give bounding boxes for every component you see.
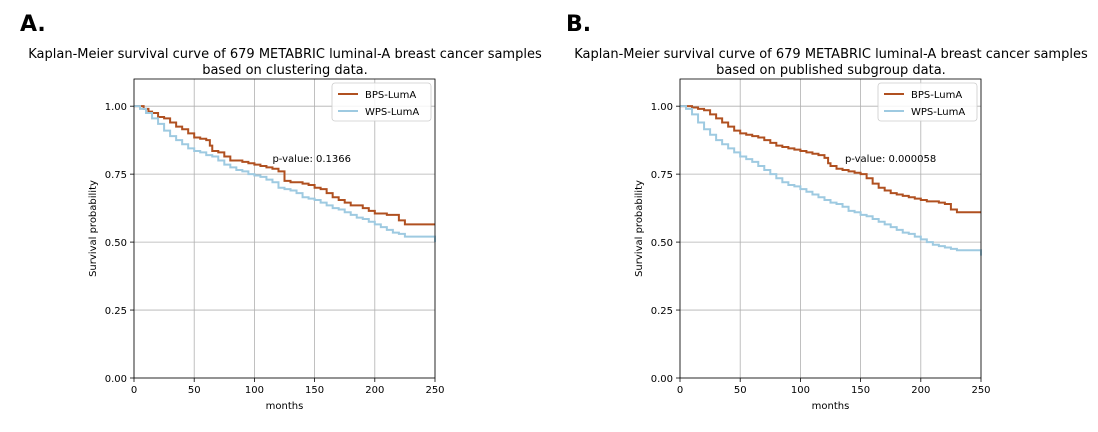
y-tick-label: 0.75: [651, 170, 673, 181]
x-tick-label: 100: [245, 385, 264, 396]
y-tick-label: 1.00: [105, 102, 127, 113]
plot-frame: [679, 78, 982, 379]
km-chart-clustering: Kaplan-Meier survival curve of 679 METAB…: [28, 47, 542, 412]
panel-label-a: A.: [20, 12, 46, 37]
x-tick-label: 200: [365, 385, 384, 396]
series-line-wps-luma: [134, 105, 436, 243]
x-tick-label: 100: [791, 385, 810, 396]
x-tick-label: 0: [677, 385, 683, 396]
y-axis-label: Survival probability: [634, 180, 645, 277]
chart-subtitle: based on published subgroup data.: [716, 63, 946, 78]
y-tick-label: 0.25: [651, 306, 673, 317]
x-tick-label: 0: [131, 385, 137, 396]
y-tick-label: 0.50: [105, 238, 127, 249]
series-line-bps-luma: [134, 105, 435, 226]
y-axis-label: Survival probability: [88, 180, 99, 277]
x-tick-label: 150: [851, 385, 870, 396]
y-tick-label: 0.00: [651, 374, 673, 385]
x-tick-label: 150: [305, 385, 324, 396]
legend-label: BPS-LumA: [911, 90, 962, 101]
y-tick-label: 0.50: [651, 238, 673, 249]
x-tick-label: 50: [734, 385, 747, 396]
km-chart-published-subgroup: Kaplan-Meier survival curve of 679 METAB…: [574, 47, 1088, 412]
chart-subtitle: based on clustering data.: [202, 63, 368, 78]
x-tick-label: 50: [188, 385, 201, 396]
chart-title: Kaplan-Meier survival curve of 679 METAB…: [574, 47, 1088, 62]
panel-label-b: B.: [566, 12, 592, 37]
x-axis-label: months: [266, 401, 304, 412]
legend-label: WPS-LumA: [365, 107, 419, 118]
x-tick-label: 250: [425, 385, 444, 396]
x-tick-label: 250: [971, 385, 990, 396]
p-value-annotation: p-value: 0.1366: [272, 154, 351, 165]
y-tick-label: 1.00: [651, 102, 673, 113]
series-line-wps-luma: [680, 105, 982, 256]
y-tick-label: 0.25: [105, 306, 127, 317]
y-tick-label: 0.00: [105, 374, 127, 385]
legend-label: WPS-LumA: [911, 107, 965, 118]
x-tick-label: 200: [911, 385, 930, 396]
x-axis-label: months: [812, 401, 850, 412]
plot-frame: [133, 78, 436, 379]
chart-title: Kaplan-Meier survival curve of 679 METAB…: [28, 47, 542, 62]
y-tick-label: 0.75: [105, 170, 127, 181]
p-value-annotation: p-value: 0.000058: [845, 154, 936, 165]
series-line-bps-luma: [680, 105, 981, 214]
legend-label: BPS-LumA: [365, 90, 416, 101]
